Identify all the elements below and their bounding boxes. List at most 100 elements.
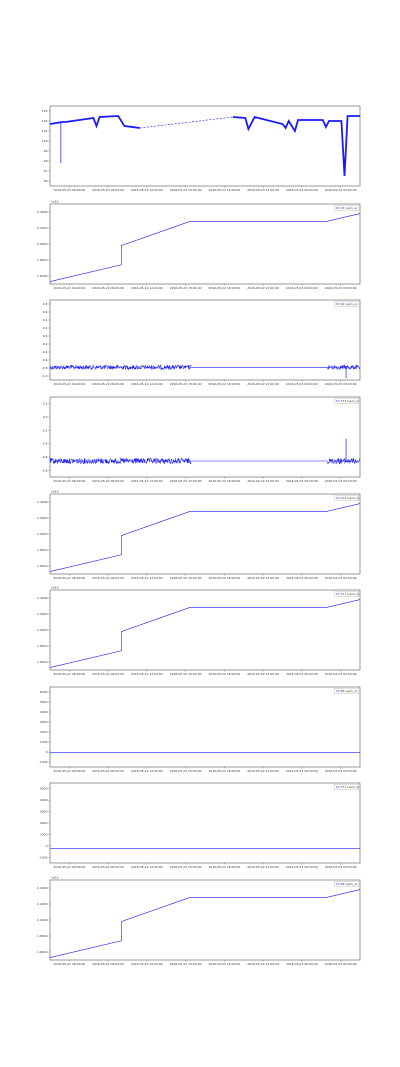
- x-tick-label: 2016-05-22 15:00:00: [170, 962, 202, 966]
- y-tick-label: 2.4000: [37, 596, 48, 600]
- y-tick-label: 2.0000: [37, 918, 48, 922]
- plot-frame: [49, 203, 361, 285]
- axis-multiplier: 1e10: [51, 876, 59, 880]
- y-tick-label: 2.0000: [37, 242, 48, 246]
- y-tick-label: 2.2000: [37, 226, 48, 230]
- y-tick-label: 0: [46, 750, 48, 754]
- chart-panel-3: -1.0 -0.8 -0.6 -0.4 -0.2 0.0 0.2 0.4 0.6 0.8 2016-…: [42, 299, 361, 386]
- series-line-1: [49, 115, 141, 129]
- x-tick-label: 2016-05-22 18:00:00: [208, 672, 240, 676]
- legend-label: 773 (spm_s): [341, 399, 359, 403]
- chart-panel-8: -1000 0 1000 2000 3000 4000 5000 2016-05-22 06:…: [39, 782, 361, 869]
- y-tick-label: 4000: [40, 710, 48, 714]
- y-tick-label: 0.4: [43, 318, 48, 322]
- y-tick-label: -0.6: [42, 455, 48, 459]
- x-tick-label: 2016-05-22 06:00:00: [53, 769, 85, 773]
- y-tick-label: 1.8000: [37, 644, 48, 648]
- chart-panel-9: 1.6000 1.8000 2.0000 2.2000 2.4000 2016-05-22…: [37, 876, 361, 966]
- y-tick-label: 1.6000: [37, 564, 48, 568]
- series-line-1: [49, 457, 192, 465]
- legend-label: 89 (spm_s): [341, 882, 358, 886]
- x-tick-label: 2016-05-23 00:00:00: [286, 479, 318, 483]
- x-tick-label: 2016-05-23 00:00:00: [286, 672, 318, 676]
- x-tick-label: 2016-05-24 03:00:00: [325, 188, 357, 192]
- y-tick-label: 101: [42, 129, 48, 133]
- x-tick-label: 2016-05-22 18:00:00: [208, 576, 240, 580]
- y-tick-label: 6000: [40, 690, 48, 694]
- x-tick-label: 2016-05-23 00:00:00: [286, 576, 318, 580]
- x-tick-label: 2016-05-23 00:00:00: [286, 769, 318, 773]
- y-tick-label: -1.0: [42, 374, 48, 378]
- x-tick-label: 2016-05-22 21:00:00: [247, 382, 279, 386]
- y-tick-label: 99: [44, 149, 48, 153]
- y-tick-label: 1.8000: [37, 258, 48, 262]
- plot-frame: [49, 686, 361, 768]
- series-line-2: [139, 116, 233, 129]
- x-tick-label: 2016-05-22 21:00:00: [247, 962, 279, 966]
- x-tick-label: 2016-05-24 00:00:00: [286, 188, 318, 192]
- x-tick-label: 2016-05-22 15:00:00: [170, 769, 202, 773]
- plot-frame: [49, 105, 361, 187]
- x-tick-label: 2016-05-22 18:00:00: [208, 286, 240, 290]
- x-tick-label: 2016-05-22 21:00:00: [247, 576, 279, 580]
- x-tick-label: 2016-05-22 06:00:00: [53, 865, 85, 869]
- legend-label: 89 (spm_s): [341, 689, 358, 693]
- series-line-3: [327, 457, 360, 465]
- x-tick-label: 2016-05-22 09:00:00: [92, 479, 124, 483]
- x-tick-label: 2016-05-23 03:00:00: [325, 672, 357, 676]
- y-tick-label: -0.4: [42, 442, 48, 446]
- x-tick-label: 2016-05-22 06:00:00: [53, 962, 85, 966]
- x-tick-label: 2016-05-23 00:00:00: [286, 382, 318, 386]
- x-tick-label: 2016-05-22 09:00:00: [92, 865, 124, 869]
- y-tick-label: 2.4000: [37, 500, 48, 504]
- y-tick-label: 0.2: [43, 402, 48, 406]
- y-tick-label: 5000: [40, 787, 48, 791]
- legend-box: [334, 688, 359, 694]
- x-tick-label: 2016-05-23 03:00:00: [325, 382, 357, 386]
- y-tick-label: 0.2: [43, 326, 48, 330]
- legend-box: [334, 205, 359, 211]
- y-tick-label: 2.0000: [37, 628, 48, 632]
- y-tick-label: 98: [44, 159, 48, 163]
- x-tick-label: 2016-05-23 06:00:00: [53, 188, 85, 192]
- x-tick-label: 2016-05-22 21:00:00: [247, 479, 279, 483]
- x-tick-label: 2016-05-23 12:00:00: [131, 188, 163, 192]
- x-tick-label: 2016-05-23 03:00:00: [325, 286, 357, 290]
- x-tick-label: 2016-05-23 00:00:00: [286, 865, 318, 869]
- y-tick-label: 0.6: [43, 310, 48, 314]
- x-tick-label: 2016-05-22 12:00:00: [131, 962, 163, 966]
- y-tick-label: 3000: [40, 720, 48, 724]
- x-tick-label: 2016-05-22 12:00:00: [131, 576, 163, 580]
- legend-box: [334, 301, 359, 307]
- x-tick-label: 2016-05-22 06:00:00: [53, 672, 85, 676]
- chart-panel-7: -1000 0 1000 2000 3000 4000 5000 6000 2016-05-22…: [39, 686, 361, 773]
- y-tick-label: 1.6000: [37, 660, 48, 664]
- x-tick-label: 2016-05-22 09:00:00: [92, 576, 124, 580]
- x-tick-label: 2016-05-23 03:00:00: [325, 576, 357, 580]
- x-tick-label: 2016-05-22 06:00:00: [53, 479, 85, 483]
- x-tick-label: 2016-05-22 15:00:00: [170, 479, 202, 483]
- legend-box: [334, 591, 359, 597]
- x-tick-label: 2016-05-23 09:00:00: [92, 188, 124, 192]
- legend-label: 115 (spm_s): [341, 496, 359, 500]
- y-tick-label: 0.0: [43, 415, 48, 419]
- y-tick-label: 0.0: [43, 334, 48, 338]
- x-tick-label: 2016-05-22 06:00:00: [53, 382, 85, 386]
- series-line-1: [49, 503, 361, 572]
- legend-box: [334, 784, 359, 790]
- x-tick-label: 2016-05-22 15:00:00: [170, 672, 202, 676]
- x-tick-label: 2016-05-23 18:00:00: [208, 188, 240, 192]
- y-tick-label: -0.2: [42, 342, 48, 346]
- axis-multiplier: 1e10: [51, 586, 59, 590]
- y-tick-label: 2.4000: [37, 886, 48, 890]
- chart-panel-1: 96 97 98 99 100 101 102 103 2016-05-23 06:00:00 2…: [42, 105, 361, 192]
- y-tick-label: 5000: [40, 700, 48, 704]
- axis-multiplier: 1e10: [51, 490, 59, 494]
- legend-label: 777 (spm_s): [341, 592, 359, 596]
- plot-frame: [49, 396, 361, 478]
- x-tick-label: 2016-05-22 21:00:00: [247, 865, 279, 869]
- y-tick-label: -0.4: [42, 350, 48, 354]
- y-tick-label: 1000: [40, 740, 48, 744]
- x-tick-label: 2016-05-22 15:00:00: [170, 286, 202, 290]
- chart-panel-4: -0.8 -0.6 -0.4 -0.2 0.0 0.2 2016-05-22 06:00:0…: [42, 396, 361, 483]
